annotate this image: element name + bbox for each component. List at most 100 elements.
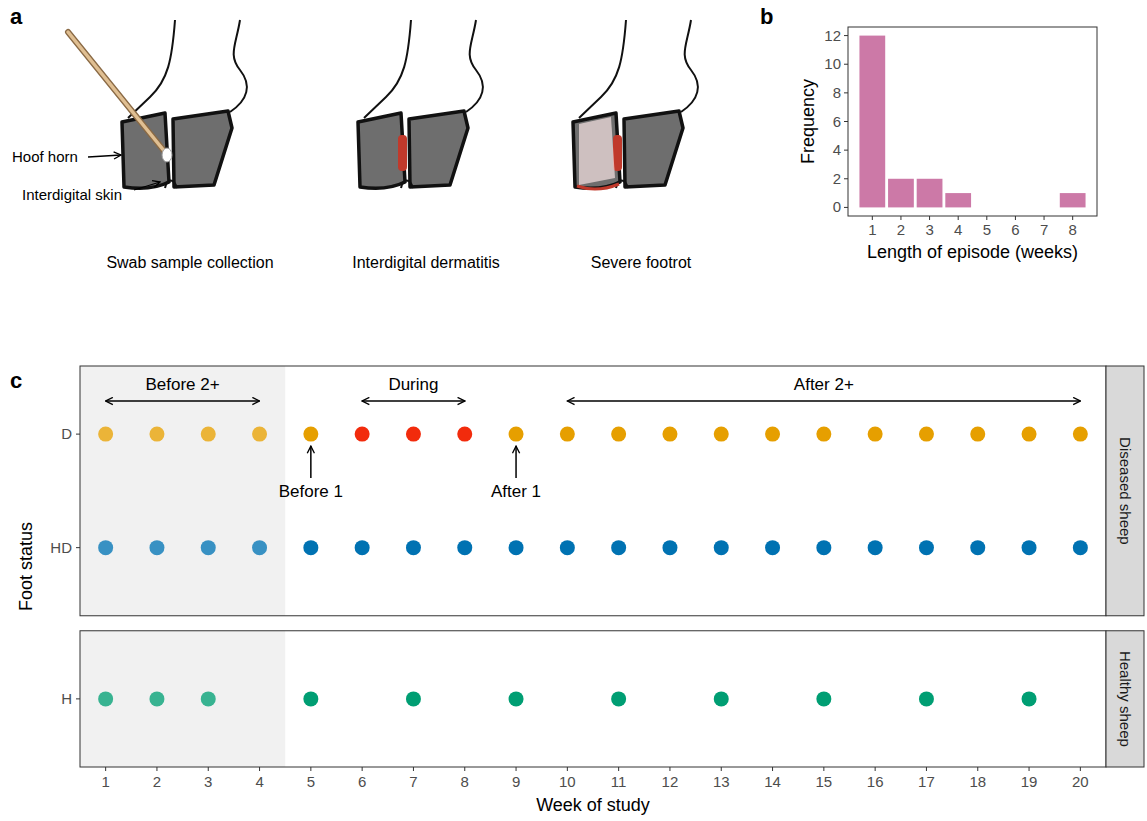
tick [76,434,80,435]
tick [844,121,848,122]
shaded-overlay [80,366,285,616]
leg-outline [364,20,411,118]
tick [823,767,824,771]
tick-label: 8 [461,773,469,790]
point [662,427,677,442]
tick [76,547,80,548]
tick [900,216,901,220]
leg-outline [128,20,175,118]
lesion [613,135,622,171]
tick-label: 17 [918,773,935,790]
tick-label: 10 [559,773,576,790]
claw [573,113,620,188]
facet-label: Healthy sheep [1117,651,1134,747]
tick-label: 3 [925,221,933,238]
bar [888,179,914,208]
point [303,427,318,442]
tick-label: 8 [1069,221,1077,238]
bar [945,193,971,207]
leg-outline [681,20,698,112]
point [970,540,985,555]
tick-label: 4 [255,773,263,790]
tick [362,767,363,771]
tick [772,767,773,771]
interdigital-skin [165,181,177,189]
panel-label: c [10,368,22,393]
point [406,691,421,706]
point [406,540,421,555]
tick [844,64,848,65]
tick [977,767,978,771]
label: Hoof horn [12,148,78,165]
tick-label: 7 [409,773,417,790]
under-run-horn [579,117,615,185]
point [611,540,626,555]
shaded-overlay [80,631,285,767]
claw [409,111,468,187]
tick [844,178,848,179]
tick-label: 16 [867,773,884,790]
tick-label: 1 [101,773,109,790]
tick [669,767,670,771]
tick [208,767,209,771]
pointer-arrow [310,446,312,478]
tick [1029,767,1030,771]
tick [516,767,517,771]
tick-label: 12 [662,773,679,790]
hoof-drawing [68,20,247,190]
tick-label: 15 [816,773,833,790]
point [714,540,729,555]
point [509,540,524,555]
point [919,427,934,442]
point [560,427,575,442]
point [868,540,883,555]
tick-label: 1 [868,221,876,238]
tick [929,216,930,220]
point [868,427,883,442]
tick [986,216,987,220]
tick-label: 8 [833,84,841,101]
leg-outline [466,20,483,112]
point [714,427,729,442]
axis-title: Frequency [798,79,818,164]
interdigital-skin [401,181,413,189]
tick [1044,216,1045,220]
point [816,427,831,442]
claw [358,113,405,188]
caption: Severe footrot [591,254,692,271]
annotation: After 2+ [794,375,854,394]
tick [958,216,959,220]
claw [624,111,683,187]
points [80,631,1037,767]
swab-tip [162,148,172,162]
hoof-drawing [358,20,483,188]
point [1022,540,1037,555]
annotation: During [388,375,438,394]
point [303,540,318,555]
point [1022,691,1037,706]
tick [567,767,568,771]
tick-label: 0 [833,198,841,215]
plot-frame [848,27,1097,216]
point [970,427,985,442]
point [1022,427,1037,442]
tick [464,767,465,771]
tick-label: 4 [954,221,962,238]
point [509,691,524,706]
lesion [398,135,407,171]
point [611,427,626,442]
bar [974,207,1000,208]
plot-background [848,27,1097,216]
tick [875,767,876,771]
point [816,691,831,706]
tick-label: 3 [204,773,212,790]
point [714,691,729,706]
bar [1060,193,1086,207]
span-arrow [362,400,465,402]
tick [844,150,848,151]
tick-label: 6 [358,773,366,790]
plot-background [80,366,1106,616]
point [355,427,370,442]
tick-label: 20 [1072,773,1089,790]
tick-label: 9 [512,773,520,790]
